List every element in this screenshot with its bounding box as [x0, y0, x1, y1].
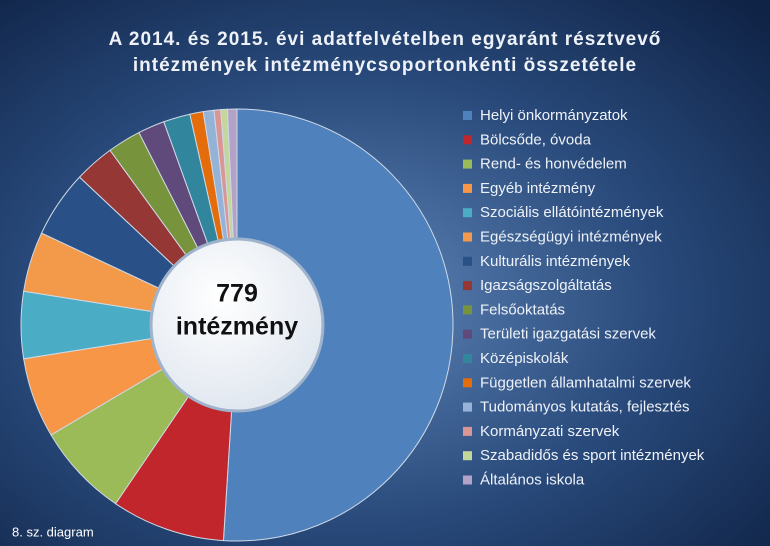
legend-swatch — [463, 232, 472, 242]
legend-swatch — [463, 208, 472, 218]
legend-swatch — [463, 378, 472, 388]
legend-swatch — [463, 475, 472, 485]
donut — [20, 108, 454, 542]
legend: Helyi önkormányzatok Bölcsőde, óvoda Rend-… — [463, 107, 705, 488]
legend-label: Tudományos kutatás, fejlesztés — [480, 399, 690, 416]
center-label: intézmény — [176, 313, 298, 341]
legend-label: Rend- és honvédelem — [480, 156, 627, 173]
legend-swatch — [463, 135, 472, 145]
legend-swatch — [463, 354, 472, 363]
center-label: 779 — [216, 280, 258, 308]
legend-label: Igazságszolgáltatás — [480, 277, 612, 294]
legend-label: Bölcsőde, óvoda — [480, 131, 592, 148]
legend-label: Helyi önkormányzatok — [480, 107, 628, 124]
legend-label: Kormányzati szervek — [480, 423, 620, 440]
legend-swatch — [463, 329, 472, 339]
legend-swatch — [463, 111, 472, 120]
legend-swatch — [463, 402, 472, 412]
legend-label: Szabadidős és sport intézmények — [480, 447, 705, 464]
chart-title: A 2014. és 2015. évi adatfelvételben egy… — [109, 29, 662, 50]
legend-swatch — [463, 426, 472, 436]
legend-label: Kulturális intézmények — [480, 253, 631, 270]
legend-label: Független államhatalmi szervek — [480, 374, 691, 391]
legend-swatch — [463, 451, 472, 461]
legend-swatch — [463, 305, 472, 315]
legend-swatch — [463, 183, 472, 193]
legend-label: Szociális ellátóintézmények — [480, 204, 664, 221]
legend-label: Általános iskola — [480, 471, 585, 488]
donut-hole — [149, 237, 325, 413]
footnote: 8. sz. diagram — [12, 524, 94, 539]
legend-label: Középiskolák — [480, 350, 569, 367]
legend-swatch — [463, 256, 472, 266]
legend-label: Egészségügyi intézmények — [480, 228, 662, 245]
legend-label: Egyéb intézmény — [480, 180, 596, 197]
chart-title: intézmények intézménycsoportonkénti össz… — [133, 55, 637, 76]
legend-swatch — [463, 159, 472, 169]
legend-label: Felsőoktatás — [480, 301, 565, 318]
legend-swatch — [463, 281, 472, 291]
legend-label: Területi igazgatási szervek — [480, 326, 656, 343]
